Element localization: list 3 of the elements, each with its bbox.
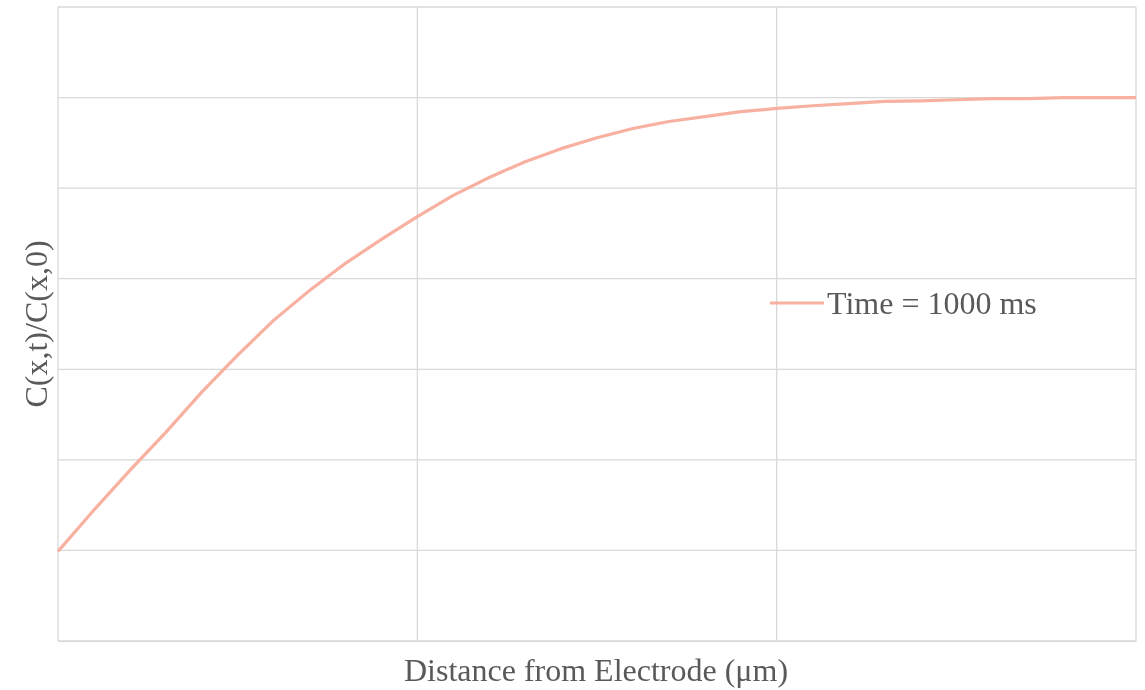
- y-axis-title: C(x,t)/C(x,0): [18, 240, 54, 408]
- x-axis-title: Distance from Electrode (μm): [403, 652, 789, 688]
- legend-label: Time = 1000 ms: [827, 285, 1037, 321]
